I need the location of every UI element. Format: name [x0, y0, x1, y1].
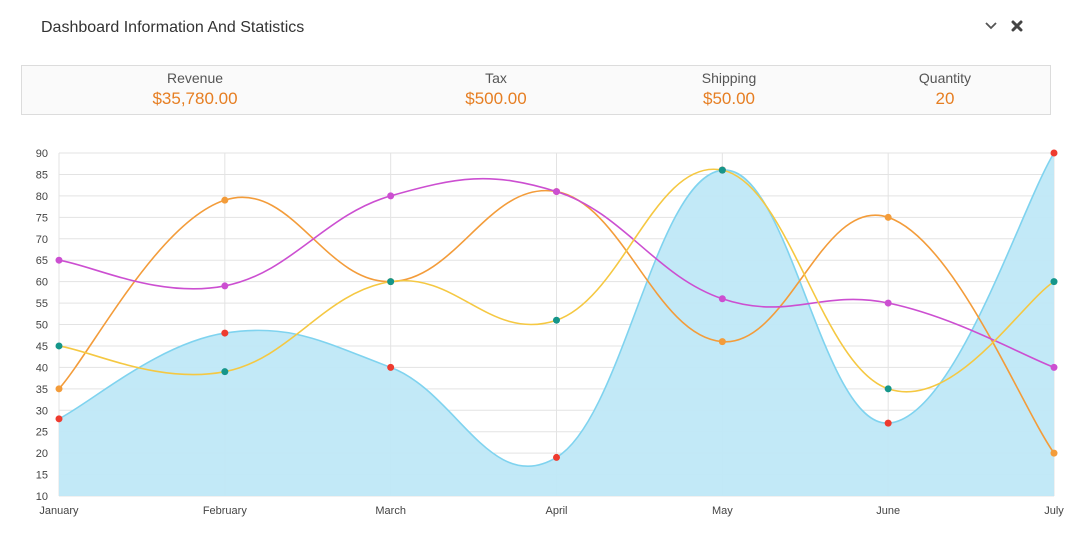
series-3-point: [221, 368, 229, 376]
series-1-point: [55, 385, 63, 393]
series-0-point: [387, 363, 395, 371]
series-1-point: [718, 338, 726, 346]
series-0-line: [58, 152, 1055, 467]
series-2-point: [1050, 363, 1058, 371]
x-tick-label: May: [712, 505, 733, 517]
series-2-point: [884, 299, 892, 307]
chevron-down-icon[interactable]: [982, 17, 1000, 35]
y-tick-label: 60: [36, 277, 48, 289]
y-tick-label: 70: [36, 234, 48, 246]
series-3-point: [884, 385, 892, 393]
series-2-point: [553, 188, 560, 196]
y-tick-label: 45: [36, 341, 48, 353]
series-3-point: [718, 166, 726, 174]
y-tick-label: 85: [36, 169, 48, 181]
stat-tax: Tax $500.00: [416, 66, 576, 114]
stat-label: Tax: [485, 70, 507, 86]
y-tick-label: 80: [36, 191, 48, 203]
y-tick-label: 20: [36, 448, 48, 460]
line-chart: 10 15 20 25 30 35 40 45 50 55 60 65 70 75 80 85 90 Januar…: [36, 148, 1065, 517]
stat-label: Revenue: [166, 70, 224, 86]
y-tick-label: 15: [36, 470, 48, 482]
stat-value: 20: [935, 89, 955, 108]
stat-shipping: Shipping $50.00: [649, 66, 809, 114]
series-2-point: [55, 256, 63, 264]
y-tick-label: 75: [36, 212, 48, 224]
close-icon[interactable]: [1008, 17, 1026, 35]
x-tick-label: April: [545, 505, 567, 517]
series-1-point: [884, 213, 892, 221]
series-3-point: [1050, 278, 1058, 286]
series-3-point: [387, 278, 395, 286]
stat-quantity: Quantity 20: [865, 66, 1025, 114]
series-0-point: [884, 419, 892, 427]
series-0-area: [59, 153, 1054, 496]
series-3-point: [553, 316, 560, 324]
series-2-point: [387, 192, 395, 200]
y-tick-label: 10: [36, 491, 48, 503]
y-tick-label: 35: [36, 384, 48, 396]
series-1-point: [221, 196, 229, 204]
stat-revenue: Revenue $35,780.00: [115, 66, 275, 114]
y-tick-label: 65: [36, 255, 48, 267]
series-3-point: [55, 342, 63, 350]
x-tick-label: June: [876, 505, 900, 517]
x-tick-label: July: [1044, 505, 1064, 517]
y-tick-label: 30: [36, 405, 48, 417]
y-tick-label: 25: [36, 427, 48, 439]
series-0-point: [553, 453, 560, 461]
stat-label: Quantity: [918, 70, 972, 86]
y-tick-label: 50: [36, 320, 48, 332]
series-2-point: [718, 295, 726, 303]
page-title: Dashboard Information And Statistics: [41, 19, 305, 36]
series-0-point: [55, 415, 63, 423]
x-tick-label: January: [39, 505, 79, 517]
stat-value: $500.00: [465, 89, 527, 108]
y-tick-label: 90: [36, 148, 48, 160]
stats-bar: Revenue $35,780.00 Tax $500.00 Shipping …: [21, 65, 1051, 115]
series-2-point: [221, 282, 229, 290]
series-0-point: [1050, 149, 1058, 157]
stat-value: $35,780.00: [152, 89, 238, 108]
x-tick-label: March: [375, 505, 406, 517]
y-tick-label: 55: [36, 298, 48, 310]
panel-header: Dashboard Information And Statistics: [0, 0, 1081, 58]
x-tick-label: February: [203, 505, 248, 517]
stat-label: Shipping: [701, 70, 757, 86]
y-tick-label: 40: [36, 362, 48, 374]
series-1-point: [1050, 449, 1058, 457]
series-0-point: [221, 329, 229, 337]
stat-value: $50.00: [703, 89, 755, 108]
